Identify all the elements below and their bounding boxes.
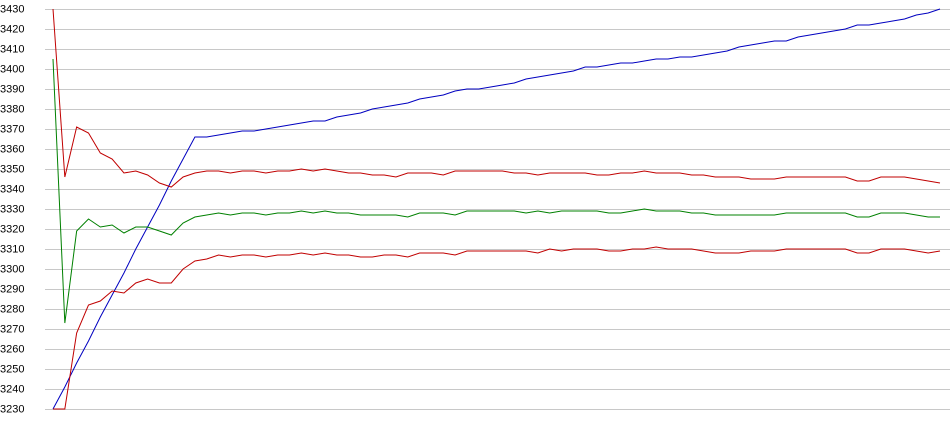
- data-line: [52, 58, 940, 324]
- y-tick-label: 3330: [0, 203, 24, 215]
- y-tick-label: 3320: [0, 223, 24, 235]
- y-tick-label: 3300: [0, 263, 24, 275]
- data-line: [52, 8, 941, 410]
- y-tick-label: 3260: [0, 343, 24, 355]
- y-tick-label: 3400: [0, 63, 24, 75]
- y-tick-label: 3420: [0, 23, 24, 35]
- y-tick-label: 3340: [0, 183, 24, 195]
- y-tick-label: 3230: [0, 403, 24, 415]
- y-tick-label: 3370: [0, 123, 24, 135]
- y-tick-label: 3290: [0, 283, 24, 295]
- y-tick-label: 3350: [0, 163, 24, 175]
- y-tick-label: 3310: [0, 243, 24, 255]
- y-tick-label: 3250: [0, 363, 24, 375]
- y-tick-label: 3240: [0, 383, 24, 395]
- y-tick-label: 3390: [0, 83, 24, 95]
- y-tick-label: 3360: [0, 143, 24, 155]
- y-tick-label: 3270: [0, 323, 24, 335]
- y-tick-label: 3380: [0, 103, 24, 115]
- y-tick-label: 3280: [0, 303, 24, 315]
- y-tick-label: 3430: [0, 3, 24, 15]
- data-line: [52, 8, 941, 188]
- data-line: [53, 246, 941, 410]
- y-tick-label: 3410: [0, 43, 24, 55]
